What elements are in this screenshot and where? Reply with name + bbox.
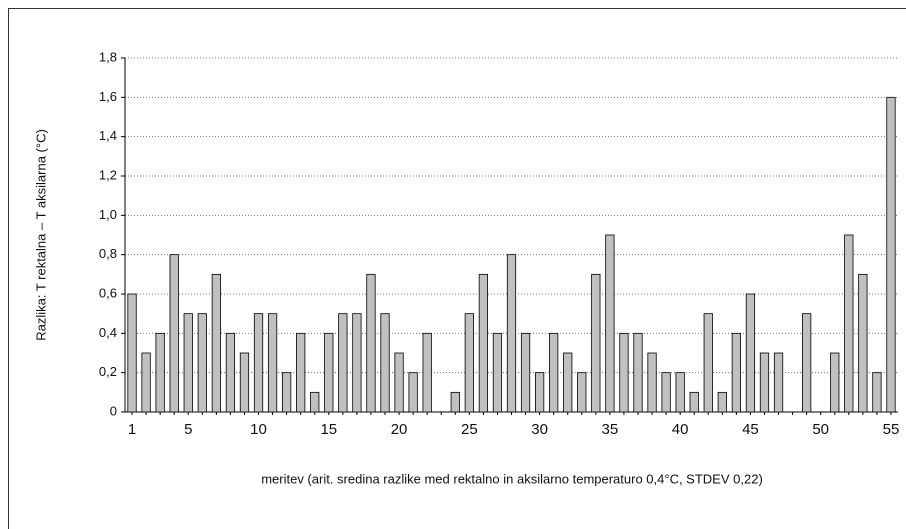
bar <box>183 313 193 413</box>
x-tick-label: 25 <box>461 421 478 438</box>
x-axis-title: meritev (arit. sredina razlike med rekta… <box>261 471 763 486</box>
bar <box>366 273 376 413</box>
y-tick-label: 1,0 <box>99 207 117 222</box>
bar <box>338 313 348 413</box>
bar <box>858 273 868 413</box>
x-tick-label: 1 <box>128 421 136 438</box>
bar <box>703 313 713 413</box>
bar <box>549 332 559 413</box>
bar <box>408 372 418 413</box>
bar <box>380 313 390 413</box>
bar <box>563 352 573 413</box>
bar <box>492 332 503 413</box>
bar <box>689 391 699 413</box>
x-tick-label: 5 <box>184 421 192 438</box>
bar <box>464 313 474 413</box>
bar <box>844 234 854 413</box>
y-tick-label: 0,4 <box>99 325 117 340</box>
bar <box>661 372 671 413</box>
bar <box>591 273 601 413</box>
bar <box>211 273 221 413</box>
bar <box>352 313 362 413</box>
bar <box>282 372 292 413</box>
bar <box>310 391 320 413</box>
bar <box>830 352 840 413</box>
bar <box>394 352 404 413</box>
bar <box>141 352 151 413</box>
bar <box>225 332 236 413</box>
bar <box>169 254 179 413</box>
bar <box>324 332 334 413</box>
y-axis-title: Razlika: T rektalna – T aksilarna (°C) <box>33 129 48 341</box>
bar <box>605 234 615 413</box>
x-tick-label: 50 <box>812 421 829 438</box>
x-tick-label: 15 <box>320 421 337 438</box>
bar <box>506 254 517 413</box>
x-tick-label: 45 <box>742 421 759 438</box>
y-tick-label: 0,2 <box>99 364 117 379</box>
y-tick-label: 1,6 <box>99 89 117 104</box>
x-tick-label: 20 <box>391 421 408 438</box>
bar <box>239 352 250 413</box>
bar <box>478 273 489 413</box>
bar <box>802 313 812 413</box>
x-tick-label: 10 <box>250 421 267 438</box>
x-tick-label: 55 <box>883 421 900 438</box>
chart-frame <box>8 8 906 529</box>
bar <box>422 332 432 413</box>
bar <box>759 352 770 413</box>
y-tick-label: 1,8 <box>99 49 117 64</box>
bar <box>127 293 137 413</box>
y-tick-label: 0 <box>110 403 117 418</box>
bar <box>267 313 278 413</box>
bar <box>577 372 587 413</box>
x-tick-label: 30 <box>531 421 548 438</box>
bar <box>520 332 531 413</box>
y-tick-label: 1,2 <box>99 167 117 182</box>
bar <box>675 372 685 413</box>
bar <box>619 332 629 413</box>
bar <box>633 332 643 413</box>
bar <box>534 372 545 413</box>
bar <box>197 313 207 413</box>
bar <box>647 352 657 413</box>
y-tick-label: 0,8 <box>99 246 117 261</box>
x-tick-label: 35 <box>602 421 619 438</box>
bar <box>872 372 882 413</box>
x-tick-label: 40 <box>672 421 689 438</box>
bar <box>253 313 264 413</box>
bar <box>717 391 727 413</box>
bar <box>731 332 741 413</box>
bar <box>773 352 784 413</box>
y-tick-label: 1,4 <box>99 128 117 143</box>
bar <box>886 96 896 413</box>
bar <box>745 293 756 413</box>
y-tick-label: 0,6 <box>99 285 117 300</box>
bar <box>450 391 460 413</box>
bar <box>296 332 306 413</box>
bar <box>155 332 165 413</box>
